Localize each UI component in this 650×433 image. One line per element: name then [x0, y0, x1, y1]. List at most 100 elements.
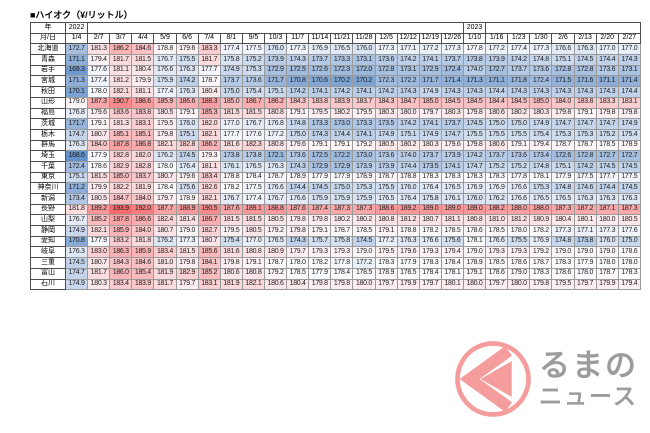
date-header-cell: 2/13 — [573, 32, 597, 45]
price-cell: 176.1 — [440, 193, 464, 205]
price-cell: 174.1 — [440, 160, 464, 173]
price-cell: 174.3 — [462, 86, 487, 98]
prefecture-label: 岐阜 — [30, 246, 66, 259]
price-cell: 179.8 — [308, 214, 332, 227]
price-cell: 181.0 — [485, 214, 509, 227]
year-row: 年 2022 2023 — [30, 22, 641, 34]
price-cell: 185.0 — [109, 171, 133, 184]
date-row-label: 月/日 — [30, 32, 66, 45]
price-cell: 180.5 — [263, 214, 288, 227]
price-cell: 180.3 — [87, 278, 111, 291]
price-cell: 182.8 — [109, 150, 133, 162]
price-cell: 180.8 — [241, 246, 265, 259]
price-cell: 177.8 — [462, 43, 487, 56]
date-header-cell: 11/28 — [352, 32, 376, 45]
price-cell: 187.3 — [617, 203, 642, 216]
price-cell: 179.8 — [175, 257, 199, 269]
price-cell: 180.8 — [462, 214, 487, 227]
price-cell: 173.7 — [440, 118, 464, 130]
price-cell: 173.6 — [241, 75, 265, 88]
price-cell: 174.2 — [374, 86, 398, 98]
price-cell: 179.6 — [175, 171, 199, 184]
price-cell: 175.1 — [396, 128, 420, 141]
price-cell: 180.2 — [330, 107, 354, 120]
price-cell: 176.6 — [286, 193, 310, 205]
price-cell: 180.1 — [573, 214, 597, 227]
price-cell: 176.5 — [529, 193, 553, 205]
table-row: 石川 174.9 180.3 183.4 183.9 181.7 179.7 183.1 181… — [30, 278, 642, 291]
price-cell: 179.1 — [507, 139, 531, 152]
price-cell: 187.3 — [87, 96, 111, 109]
price-cell: 176.3 — [617, 193, 642, 205]
price-cell: 174.5 — [64, 257, 89, 269]
price-cell: 180.8 — [263, 107, 288, 120]
price-cell: 177.1 — [573, 225, 597, 237]
date-header-cell: 9/5 — [241, 32, 265, 45]
price-cell: 177.0 — [241, 235, 265, 248]
price-cell: 179.7 — [573, 278, 597, 291]
price-cell: 176.1 — [219, 160, 243, 173]
price-cell: 178.6 — [485, 267, 509, 280]
date-header-cell: 2/7 — [87, 32, 111, 45]
date-header-cell: 1/4 — [64, 32, 89, 45]
price-cell: 178.3 — [418, 257, 442, 269]
price-cell: 185.4 — [131, 267, 155, 280]
price-cell: 175.7 — [308, 235, 332, 248]
price-cell: 185.0 — [219, 96, 243, 109]
price-cell: 179.8 — [330, 278, 354, 291]
price-cell: 179.0 — [462, 246, 487, 259]
price-cell: 174.4 — [286, 182, 310, 194]
price-cell: 176.3 — [573, 193, 597, 205]
price-cell: 176.9 — [529, 235, 553, 248]
price-cell: 174.9 — [219, 64, 243, 77]
price-cell: 173.8 — [241, 150, 265, 162]
price-cell: 179.4 — [440, 246, 464, 259]
price-cell: 180.5 — [87, 193, 111, 205]
price-cell: 176.6 — [551, 43, 575, 56]
price-cell: 178.3 — [374, 257, 398, 269]
price-cell: 173.7 — [485, 150, 509, 162]
price-cell: 174.1 — [308, 86, 332, 98]
date-header-cell: 1/16 — [485, 32, 509, 45]
price-cell: 186.2 — [263, 96, 288, 109]
table-row: 山梨 176.7 185.2 187.8 186.6 182.4 181.4 186.7 181… — [30, 214, 642, 227]
price-cell: 180.7 — [87, 257, 111, 269]
price-cell: 176.8 — [64, 107, 89, 120]
prefecture-label: 千葉 — [30, 160, 66, 173]
price-cell: 179.7 — [418, 107, 442, 120]
price-cell: 176.2 — [153, 235, 177, 248]
price-cell: 177.9 — [308, 171, 332, 184]
price-cell: 185.1 — [131, 128, 155, 141]
price-cell: 176.5 — [263, 235, 288, 248]
price-cell: 176.6 — [485, 235, 509, 248]
price-cell: 183.4 — [109, 278, 133, 291]
price-cell: 171.2 — [64, 182, 89, 194]
price-cell: 177.2 — [485, 43, 509, 56]
table-row: 埼玉 168.6 177.9 182.8 182.0 176.2 174.5 179.3 173… — [30, 150, 642, 162]
price-cell: 174.8 — [286, 118, 310, 130]
price-cell: 176.3 — [595, 193, 619, 205]
price-cell: 183.8 — [573, 96, 597, 109]
price-cell: 170.8 — [286, 75, 310, 88]
price-cell: 173.9 — [440, 150, 464, 162]
prefecture-label: 秋田 — [30, 86, 66, 98]
price-cell: 181.1 — [109, 64, 133, 77]
price-cell: 176.9 — [462, 182, 487, 194]
price-cell: 182.1 — [109, 86, 133, 98]
price-cell: 173.7 — [219, 75, 243, 88]
price-cell: 173.6 — [529, 64, 553, 77]
price-cell: 178.3 — [551, 257, 575, 269]
price-cell: 183.1 — [131, 118, 155, 130]
price-cell: 176.0 — [462, 193, 487, 205]
price-cell: 178.7 — [263, 257, 288, 269]
price-cell: 179.3 — [308, 246, 332, 259]
date-header-cell: 12/19 — [418, 32, 442, 45]
price-cell: 186.0 — [109, 267, 133, 280]
price-cell: 179.1 — [308, 225, 332, 237]
price-cell: 184.0 — [131, 225, 155, 237]
price-cell: 176.7 — [263, 193, 288, 205]
prefecture-label: 静岡 — [30, 225, 66, 237]
price-cell: 187.8 — [109, 214, 133, 227]
price-cell: 179.7 — [153, 193, 177, 205]
price-cell: 175.8 — [330, 235, 354, 248]
